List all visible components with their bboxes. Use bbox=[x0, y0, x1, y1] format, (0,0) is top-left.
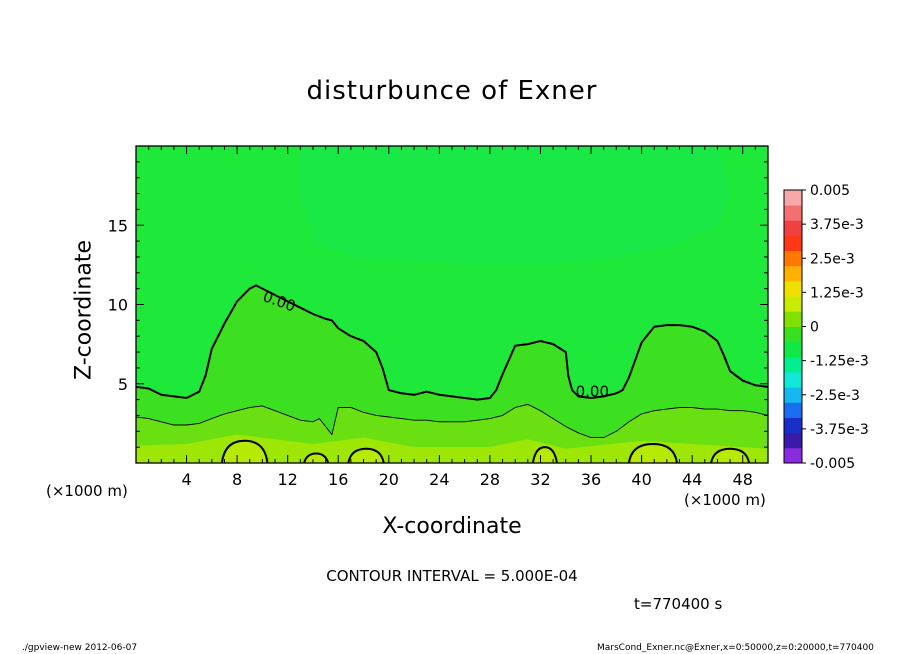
colorbar-label: -0.005 bbox=[810, 456, 855, 472]
x-tick-label: 32 bbox=[530, 470, 550, 489]
surface-contour-2 bbox=[303, 452, 330, 464]
x-tick-label: 16 bbox=[328, 470, 348, 489]
surface-contour-3 bbox=[347, 447, 385, 464]
colorbar-swatch bbox=[784, 341, 802, 358]
time-label: t=770400 s bbox=[634, 595, 723, 613]
x-tick-label: 20 bbox=[379, 470, 399, 489]
contour-label-2: 0.00 bbox=[576, 382, 609, 400]
colorbar-label: 0 bbox=[810, 320, 819, 336]
x-tick-label: 24 bbox=[429, 470, 449, 489]
x-tick-label: 8 bbox=[232, 470, 242, 489]
x-tick-label: 28 bbox=[480, 470, 500, 489]
colorbar-swatch bbox=[784, 220, 802, 236]
colorbar-swatch bbox=[784, 326, 802, 343]
x-tick-label: 36 bbox=[581, 470, 601, 489]
x-axis-label: X-coordinate bbox=[382, 514, 522, 539]
surface-contour-1 bbox=[220, 439, 269, 464]
colorbar-label: -1.25e-3 bbox=[810, 354, 869, 370]
colorbar-swatch bbox=[784, 372, 802, 388]
colorbar-swatch bbox=[784, 447, 802, 464]
colorbar-swatch bbox=[784, 417, 802, 434]
colorbar-swatch bbox=[784, 265, 802, 282]
footer-left: ./gpview-new 2012-06-07 bbox=[22, 643, 138, 653]
field-upper-region bbox=[300, 146, 731, 264]
surface-contour-6 bbox=[710, 447, 751, 464]
colorbar-swatch bbox=[784, 296, 802, 312]
colorbar-swatch bbox=[784, 250, 802, 267]
x-unit-label-right: (×1000 m) bbox=[684, 491, 766, 509]
colorbar-swatch bbox=[784, 402, 802, 418]
colorbar-swatch bbox=[784, 387, 802, 403]
contour-line-zero bbox=[135, 284, 769, 401]
colorbar-label: 0.005 bbox=[810, 183, 850, 199]
y-tick-label: 15 bbox=[108, 216, 128, 235]
colorbar-swatch bbox=[784, 235, 802, 252]
x-tick-label: 4 bbox=[181, 470, 191, 489]
surface-contour-4 bbox=[531, 446, 558, 464]
x-unit-label-left: (×1000 m) bbox=[46, 482, 128, 500]
colorbar-label: 2.5e-3 bbox=[810, 251, 855, 267]
contour-line-lower bbox=[135, 403, 769, 439]
field-surface-band bbox=[136, 434, 768, 463]
y-tick-label: 5 bbox=[118, 375, 128, 394]
surface-contour-5 bbox=[627, 442, 678, 464]
colorbar-swatch bbox=[784, 190, 802, 206]
contour-interval-label: CONTOUR INTERVAL = 5.000E-04 bbox=[326, 567, 578, 585]
colorbar-label: 1.25e-3 bbox=[810, 285, 864, 301]
colorbar-swatch bbox=[784, 205, 802, 221]
y-axis-label: Z-coordinate bbox=[71, 240, 97, 380]
colorbar-label: -2.5e-3 bbox=[810, 388, 860, 404]
x-tick-label: 48 bbox=[733, 470, 753, 489]
colorbar-label: -3.75e-3 bbox=[810, 422, 869, 438]
colorbar-swatch bbox=[784, 281, 802, 297]
x-tick-label: 12 bbox=[278, 470, 298, 489]
colorbar-swatch bbox=[784, 311, 802, 327]
y-tick-label: 10 bbox=[108, 296, 128, 315]
chart-title: disturbunce of Exner bbox=[306, 76, 598, 106]
x-tick-label: 40 bbox=[631, 470, 651, 489]
x-tick-label: 44 bbox=[682, 470, 702, 489]
colorbar-label: 3.75e-3 bbox=[810, 217, 864, 233]
colorbar-swatch bbox=[784, 432, 802, 449]
colorbar-swatch bbox=[784, 356, 802, 373]
footer-right: MarsCond_Exner.nc@Exner,x=0:50000,z=0:20… bbox=[597, 643, 874, 653]
